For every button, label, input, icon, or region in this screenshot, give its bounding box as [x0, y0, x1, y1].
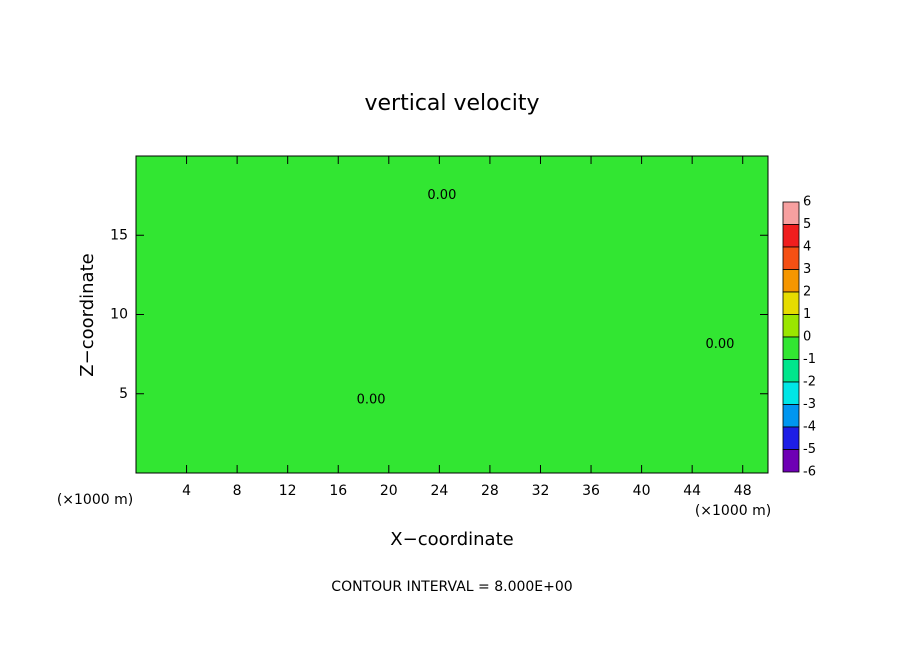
colorbar-tick-label: -1: [803, 352, 816, 367]
x-tick-label: 20: [380, 483, 398, 499]
x-tick-label: 44: [683, 483, 701, 499]
chart-title: vertical velocity: [364, 91, 539, 116]
colorbar-swatch: [782, 224, 800, 248]
colorbar-swatch: [782, 404, 800, 428]
colorbar-tick-label: -5: [803, 442, 816, 457]
colorbar-swatch: [782, 269, 800, 293]
colorbar-swatch: [782, 336, 800, 360]
field-background: [136, 156, 768, 473]
overlay: 0.000.000.004 8 12 16 20 24 28 32 36 40 44 48510156…: [110, 155, 816, 499]
x-unit-label: (×1000 m): [57, 492, 133, 508]
y-tick-label: 10: [110, 307, 128, 323]
colorbar-tick-label: 2: [803, 285, 811, 300]
colorbar-swatch: [782, 426, 800, 450]
x-tick-label: 36: [582, 483, 600, 499]
colorbar-tick-label: -3: [803, 397, 816, 412]
colorbar-tick-label: 4: [803, 240, 811, 255]
colorbar-tick-label: -2: [803, 375, 816, 390]
field-cells: [136, 156, 768, 473]
colorbar-tick-label: 3: [803, 262, 811, 277]
contour-label: 0.00: [357, 393, 386, 408]
colorbar-swatch: [782, 291, 800, 315]
x-unit-label: (×1000 m): [695, 503, 771, 519]
y-tick-label: 5: [119, 386, 128, 402]
colorbar-tick-label: 5: [803, 217, 811, 232]
x-tick-label: 8: [233, 483, 242, 499]
colorbar-swatch: [782, 359, 800, 383]
x-tick-label: 4: [182, 483, 191, 499]
colorbar-tick-label: -4: [803, 420, 816, 435]
x-tick-label: 32: [532, 483, 550, 499]
x-tick-label: 12: [279, 483, 297, 499]
x-tick-label: 24: [430, 483, 448, 499]
colorbar-tick-label: 6: [803, 195, 811, 210]
x-axis-label: X−coordinate: [390, 529, 513, 550]
y-axis-label: Z−coordinate: [77, 253, 98, 376]
x-tick-label: 40: [633, 483, 651, 499]
colorbar-tick-label: -6: [803, 465, 816, 480]
x-tick-label: 16: [329, 483, 347, 499]
colorbar-swatch: [782, 314, 800, 338]
colorbar-swatch: [782, 449, 800, 473]
y-tick-label: 15: [110, 227, 128, 243]
contour-label: 0.00: [427, 188, 456, 203]
colorbar-swatch: [782, 246, 800, 270]
x-tick-label: 48: [734, 483, 752, 499]
colorbar-swatch: [782, 201, 800, 225]
x-tick-label: 28: [481, 483, 499, 499]
colorbar-swatch: [782, 381, 800, 405]
colorbar-tick-label: 1: [803, 307, 811, 322]
colorbar-tick-label: 0: [803, 330, 811, 345]
contour-label: 0.00: [705, 337, 734, 352]
field: [136, 156, 768, 473]
footer-note: CONTOUR INTERVAL = 8.000E+00: [331, 579, 572, 595]
